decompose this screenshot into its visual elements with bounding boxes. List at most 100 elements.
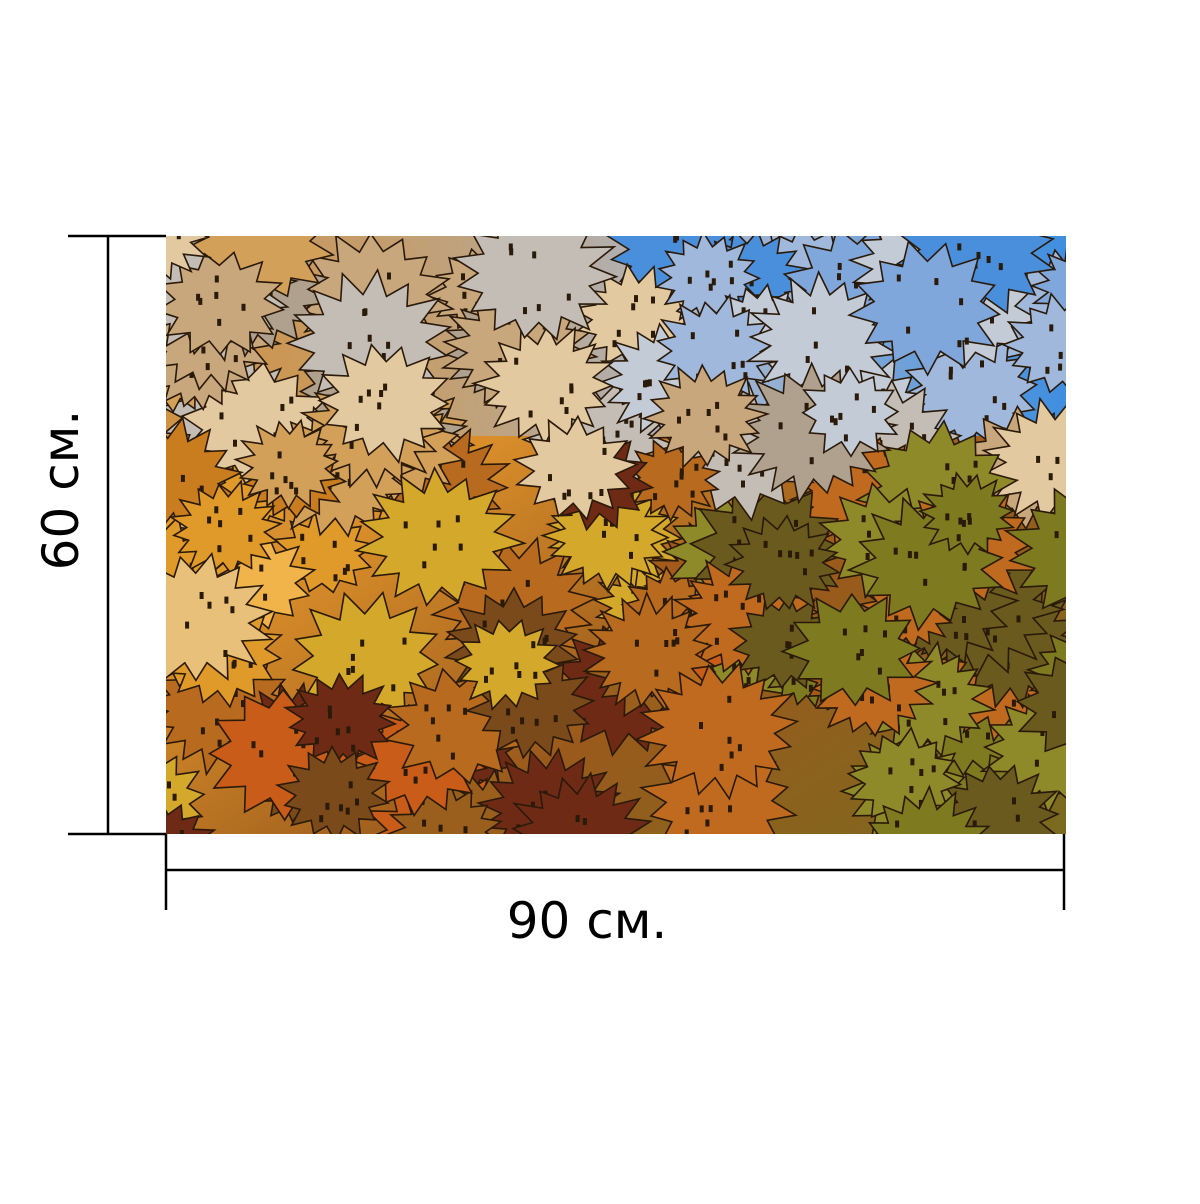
leaf-detail [346,668,351,675]
leaf-detail [366,389,371,397]
leaf-detail [277,451,282,459]
leaf-shape [166,236,211,281]
leaf-detail [867,530,871,538]
leaf-detail [728,805,732,813]
leaf-detail [830,415,834,423]
leaf-detail [731,362,736,370]
leaf-detail [355,798,359,806]
leaf-detail [714,594,719,602]
leaf-shape [317,342,450,465]
leaf-detail [943,718,948,726]
leaf-detail [603,519,608,526]
leaf-shape [168,479,284,578]
leaf-detail [171,836,175,843]
leaf-detail [708,283,713,291]
leaf-detail [763,540,768,548]
leaf-detail [514,662,519,670]
leaf-detail [198,297,203,305]
leaf-detail [1105,290,1109,297]
leaf-detail [964,337,969,345]
leaf-detail [909,786,914,793]
leaf-detail [489,667,494,675]
leaf-detail [461,273,465,281]
leaf-detail [200,727,205,735]
leaf-detail [432,543,437,551]
leaf-detail [925,862,929,869]
leaf-detail [837,262,842,270]
leaf-detail [629,551,633,559]
leaf-detail [241,700,245,708]
leaf-detail [387,272,391,280]
leaf-detail [248,660,253,668]
leaf-detail [837,273,841,281]
leaf-detail [562,492,567,500]
leaf-shape [1015,656,1066,753]
leaf-shape [801,366,900,458]
leaf-detail [602,530,606,538]
leaf-detail [513,860,517,867]
leaf-detail [936,680,941,688]
leaf-detail [217,318,222,326]
leaf-detail [314,737,319,745]
leaf-detail [274,487,279,495]
leaf-detail [531,641,536,649]
leaf-detail [1094,690,1098,697]
leaf-detail [675,236,679,241]
leaf-detail [813,341,818,349]
leaf-detail [345,564,350,572]
leaf-detail [423,766,428,774]
leaf-detail [381,353,386,360]
leaf-detail [980,360,984,368]
leaf-detail [616,329,621,337]
leaf-detail [508,243,513,251]
leaf-detail [906,719,911,727]
leaf-detail [735,329,740,337]
leaf-detail [1083,694,1087,701]
leaf-detail [354,423,359,431]
leaf-detail [1079,328,1083,335]
leaf-detail [132,213,136,220]
leaf-detail [351,744,356,752]
leaf-detail [732,663,737,671]
leaf-detail [859,649,864,656]
leaf-detail [332,540,337,548]
leaf-detail [566,293,571,301]
leaf-detail [1117,553,1121,560]
leaf-detail [809,549,814,557]
leaf-detail [662,597,667,605]
leaf-detail [694,463,699,471]
leaf-detail [778,550,783,558]
leaf-detail [436,520,441,528]
leaf-detail [327,705,332,713]
leaf-detail [462,291,467,299]
leaf-detail [270,472,275,480]
leaf-detail [921,872,925,879]
leaf-detail [679,472,684,480]
leaf-detail [377,402,382,410]
leaf-detail [992,396,997,404]
leaf-detail [729,277,734,285]
leaf-detail [958,517,963,525]
leaf-detail [462,849,466,856]
leaf-detail [1045,366,1050,374]
leaf-detail [1058,351,1063,359]
leaf-detail [438,824,443,832]
leaf-detail [984,415,989,423]
leaf-detail [804,402,809,410]
leaf-detail [319,815,324,823]
leaf-detail [914,551,919,559]
leaf-detail [967,517,972,525]
leaf-detail [427,844,431,851]
leaf-detail [729,751,734,759]
leaf-detail [643,380,647,388]
leaf-detail [1016,615,1021,623]
leaf-detail [548,474,552,482]
leaf-detail [218,520,223,528]
leaf-detail [241,303,246,311]
leaf-shape [166,251,286,356]
leaf-shape [633,661,800,801]
leaf-detail [1108,649,1112,656]
leaf-detail [230,606,235,614]
leaf-detail [422,561,427,569]
leaf-detail [1092,726,1096,733]
